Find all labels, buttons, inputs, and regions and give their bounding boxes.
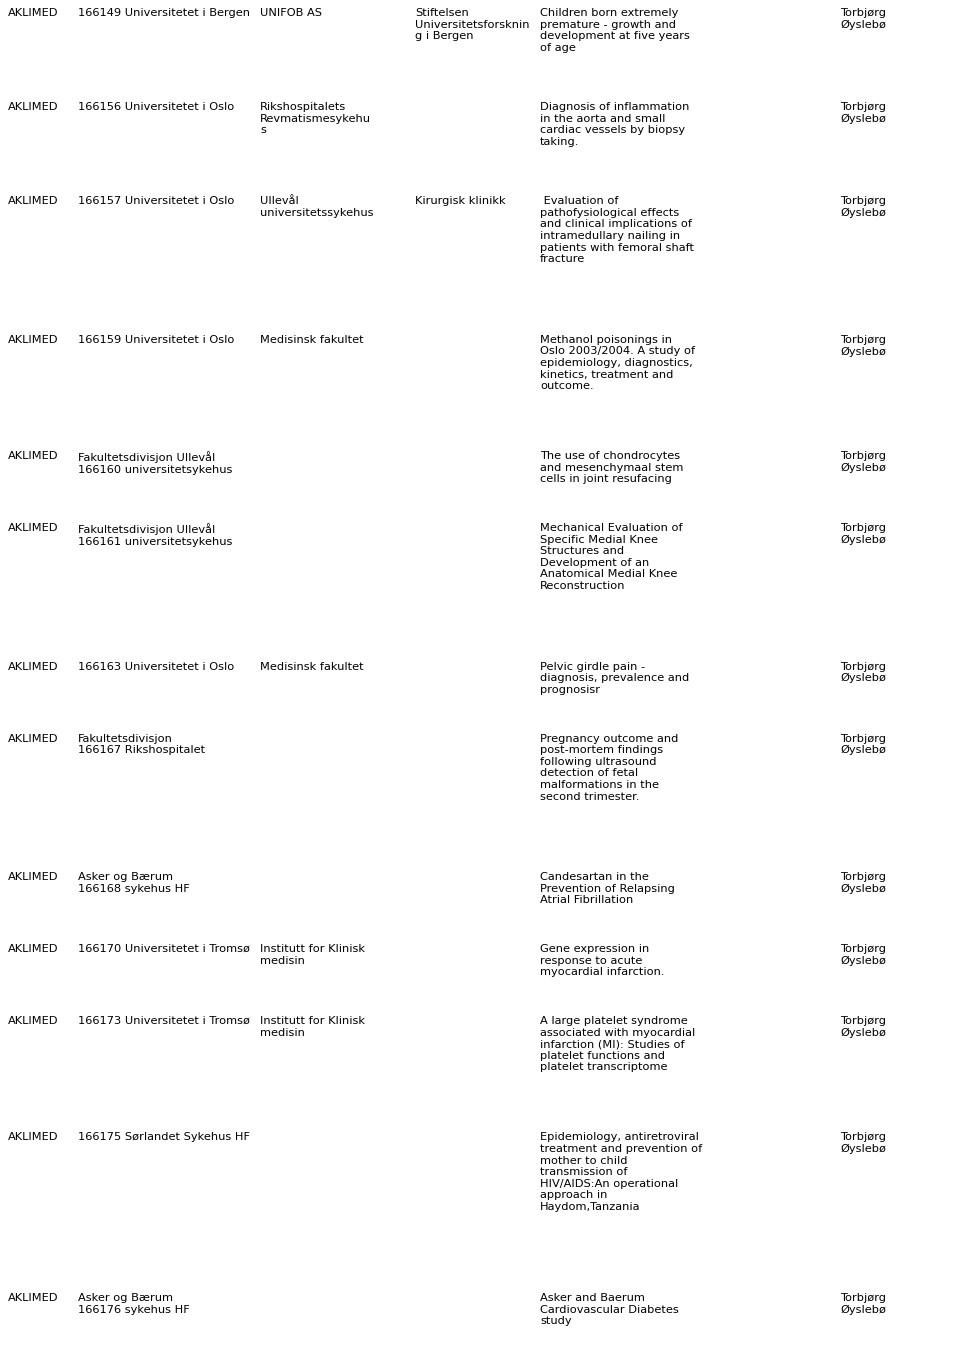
Text: 166175 Sørlandet Sykehus HF: 166175 Sørlandet Sykehus HF — [78, 1132, 250, 1143]
Text: 166173 Universitetet i Tromsø: 166173 Universitetet i Tromsø — [78, 1016, 250, 1027]
Text: Candesartan in the
Prevention of Relapsing
Atrial Fibrillation: Candesartan in the Prevention of Relapsi… — [540, 872, 675, 905]
Text: Torbjørg
Øyslebø: Torbjørg Øyslebø — [840, 734, 886, 756]
Text: AKLIMED: AKLIMED — [8, 451, 59, 461]
Text: Institutt for Klinisk
medisin: Institutt for Klinisk medisin — [260, 1016, 365, 1038]
Text: Torbjørg
Øyslebø: Torbjørg Øyslebø — [840, 335, 886, 357]
Text: Torbjørg
Øyslebø: Torbjørg Øyslebø — [840, 1132, 886, 1154]
Text: AKLIMED: AKLIMED — [8, 662, 59, 671]
Text: Asker og Bærum
166168 sykehus HF: Asker og Bærum 166168 sykehus HF — [78, 872, 190, 894]
Text: AKLIMED: AKLIMED — [8, 335, 59, 344]
Text: Medisinsk fakultet: Medisinsk fakultet — [260, 662, 364, 671]
Text: Epidemiology, antiretroviral
treatment and prevention of
mother to child
transmi: Epidemiology, antiretroviral treatment a… — [540, 1132, 703, 1213]
Text: Asker and Baerum
Cardiovascular Diabetes
study: Asker and Baerum Cardiovascular Diabetes… — [540, 1293, 679, 1326]
Text: AKLIMED: AKLIMED — [8, 103, 59, 112]
Text: AKLIMED: AKLIMED — [8, 8, 59, 18]
Text: Torbjørg
Øyslebø: Torbjørg Øyslebø — [840, 1016, 886, 1038]
Text: Asker og Bærum
166176 sykehus HF: Asker og Bærum 166176 sykehus HF — [78, 1293, 190, 1315]
Text: Stiftelsen
Universitetsforsknin
g i Bergen: Stiftelsen Universitetsforsknin g i Berg… — [415, 8, 530, 41]
Text: Fakultetsdivisjon Ullevål
166160 universitetsykehus: Fakultetsdivisjon Ullevål 166160 univers… — [78, 451, 232, 474]
Text: 166156 Universitetet i Oslo: 166156 Universitetet i Oslo — [78, 103, 234, 112]
Text: Torbjørg
Øyslebø: Torbjørg Øyslebø — [840, 872, 886, 894]
Text: 166157 Universitetet i Oslo: 166157 Universitetet i Oslo — [78, 197, 234, 206]
Text: Rikshospitalets
Revmatismesykehu
s: Rikshospitalets Revmatismesykehu s — [260, 103, 371, 135]
Text: 166170 Universitetet i Tromsø: 166170 Universitetet i Tromsø — [78, 945, 250, 954]
Text: The use of chondrocytes
and mesenchymaal stem
cells in joint resufacing: The use of chondrocytes and mesenchymaal… — [540, 451, 684, 484]
Text: Methanol poisonings in
Oslo 2003/2004. A study of
epidemiology, diagnostics,
kin: Methanol poisonings in Oslo 2003/2004. A… — [540, 335, 695, 391]
Text: Kirurgisk klinikk: Kirurgisk klinikk — [415, 197, 506, 206]
Text: Pelvic girdle pain -
diagnosis, prevalence and
prognosisr: Pelvic girdle pain - diagnosis, prevalen… — [540, 662, 689, 694]
Text: AKLIMED: AKLIMED — [8, 1293, 59, 1303]
Text: 166159 Universitetet i Oslo: 166159 Universitetet i Oslo — [78, 335, 234, 344]
Text: Fakultetsdivisjon Ullevål
166161 universitetsykehus: Fakultetsdivisjon Ullevål 166161 univers… — [78, 524, 232, 547]
Text: 166149 Universitetet i Bergen: 166149 Universitetet i Bergen — [78, 8, 250, 18]
Text: Torbjørg
Øyslebø: Torbjørg Øyslebø — [840, 1293, 886, 1315]
Text: 166163 Universitetet i Oslo: 166163 Universitetet i Oslo — [78, 662, 234, 671]
Text: A large platelet syndrome
associated with myocardial
infarction (MI): Studies of: A large platelet syndrome associated wit… — [540, 1016, 695, 1072]
Text: AKLIMED: AKLIMED — [8, 1132, 59, 1143]
Text: Torbjørg
Øyslebø: Torbjørg Øyslebø — [840, 103, 886, 124]
Text: AKLIMED: AKLIMED — [8, 945, 59, 954]
Text: Torbjørg
Øyslebø: Torbjørg Øyslebø — [840, 662, 886, 684]
Text: UNIFOB AS: UNIFOB AS — [260, 8, 322, 18]
Text: Evaluation of
pathofysiological effects
and clinical implications of
intramedull: Evaluation of pathofysiological effects … — [540, 197, 694, 264]
Text: AKLIMED: AKLIMED — [8, 197, 59, 206]
Text: AKLIMED: AKLIMED — [8, 524, 59, 533]
Text: Ullevål
universitetssykehus: Ullevål universitetssykehus — [260, 197, 373, 217]
Text: Torbjørg
Øyslebø: Torbjørg Øyslebø — [840, 945, 886, 966]
Text: Children born extremely
premature - growth and
development at five years
of age: Children born extremely premature - grow… — [540, 8, 690, 53]
Text: Institutt for Klinisk
medisin: Institutt for Klinisk medisin — [260, 945, 365, 965]
Text: Torbjørg
Øyslebø: Torbjørg Øyslebø — [840, 451, 886, 473]
Text: AKLIMED: AKLIMED — [8, 872, 59, 882]
Text: Torbjørg
Øyslebø: Torbjørg Øyslebø — [840, 524, 886, 545]
Text: Torbjørg
Øyslebø: Torbjørg Øyslebø — [840, 8, 886, 30]
Text: Mechanical Evaluation of
Specific Medial Knee
Structures and
Development of an
A: Mechanical Evaluation of Specific Medial… — [540, 524, 683, 591]
Text: Fakultetsdivisjon
166167 Rikshospitalet: Fakultetsdivisjon 166167 Rikshospitalet — [78, 734, 205, 755]
Text: Torbjørg
Øyslebø: Torbjørg Øyslebø — [840, 197, 886, 219]
Text: Gene expression in
response to acute
myocardial infarction.: Gene expression in response to acute myo… — [540, 945, 664, 977]
Text: Medisinsk fakultet: Medisinsk fakultet — [260, 335, 364, 344]
Text: AKLIMED: AKLIMED — [8, 734, 59, 744]
Text: Diagnosis of inflammation
in the aorta and small
cardiac vessels by biopsy
takin: Diagnosis of inflammation in the aorta a… — [540, 103, 689, 146]
Text: AKLIMED: AKLIMED — [8, 1016, 59, 1027]
Text: Pregnancy outcome and
post-mortem findings
following ultrasound
detection of fet: Pregnancy outcome and post-mortem findin… — [540, 734, 679, 801]
